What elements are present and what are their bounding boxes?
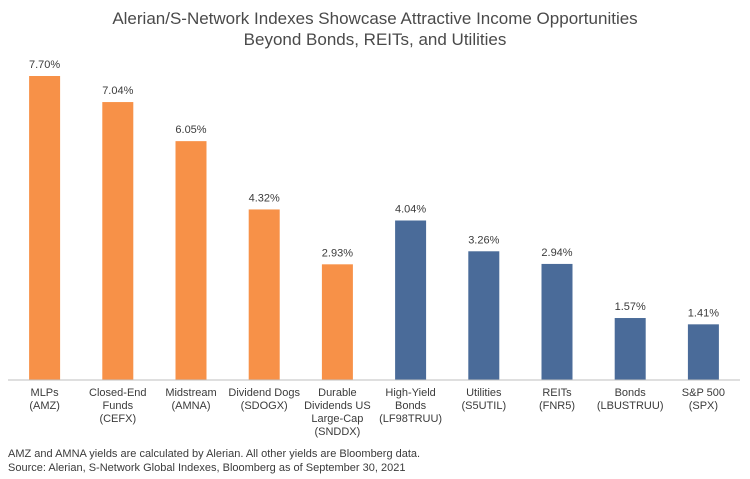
data-label-6: 3.26% xyxy=(468,234,499,246)
bar-9 xyxy=(687,324,719,380)
chart-title-line-2: Beyond Bonds, REITs, and Utilities xyxy=(243,30,507,49)
footnote-source: Source: Alerian, S-Network Global Indexe… xyxy=(8,462,406,474)
data-label-9: 1.41% xyxy=(688,307,719,319)
data-label-7: 2.94% xyxy=(541,247,572,259)
category-label-6: Utilities (S5UTIL) xyxy=(461,387,506,412)
bar-8 xyxy=(614,318,646,380)
chart-title-line-1: Alerian/S-Network Indexes Showcase Attra… xyxy=(112,9,638,28)
footnote-methodology: AMZ and AMNA yields are calculated by Al… xyxy=(8,448,421,460)
chart-title: Alerian/S-Network Indexes Showcase Attra… xyxy=(0,8,750,50)
data-label-2: 6.05% xyxy=(175,124,206,136)
data-label-8: 1.57% xyxy=(615,301,646,313)
category-label-1: Closed-End Funds (CEFX) xyxy=(89,387,146,425)
data-label-1: 7.04% xyxy=(102,85,133,97)
bar-6 xyxy=(468,251,500,380)
category-label-2: Midstream (AMNA) xyxy=(165,387,216,412)
data-label-5: 4.04% xyxy=(395,204,426,216)
bar-4 xyxy=(321,264,353,380)
data-label-4: 2.93% xyxy=(322,247,353,259)
category-label-0: MLPs (AMZ) xyxy=(29,387,60,412)
category-label-5: High-Yield Bonds (LF98TRUU) xyxy=(379,387,442,425)
data-label-3: 4.32% xyxy=(249,192,280,204)
bar-5 xyxy=(395,220,427,380)
category-label-9: S&P 500 (SPX) xyxy=(682,387,725,412)
category-label-4: Durable Dividends US Large-Cap (SNDDX) xyxy=(304,387,371,438)
bar-0 xyxy=(29,76,61,380)
data-label-0: 7.70% xyxy=(29,59,60,71)
category-label-3: Dividend Dogs (SDOGX) xyxy=(228,387,300,412)
bar-7 xyxy=(541,263,573,380)
category-label-8: Bonds (LBUSTRUU) xyxy=(597,387,664,412)
bar-1 xyxy=(102,102,134,380)
category-label-7: REITs (FNR5) xyxy=(539,387,575,412)
bar-2 xyxy=(175,141,207,380)
bar-3 xyxy=(248,209,280,380)
